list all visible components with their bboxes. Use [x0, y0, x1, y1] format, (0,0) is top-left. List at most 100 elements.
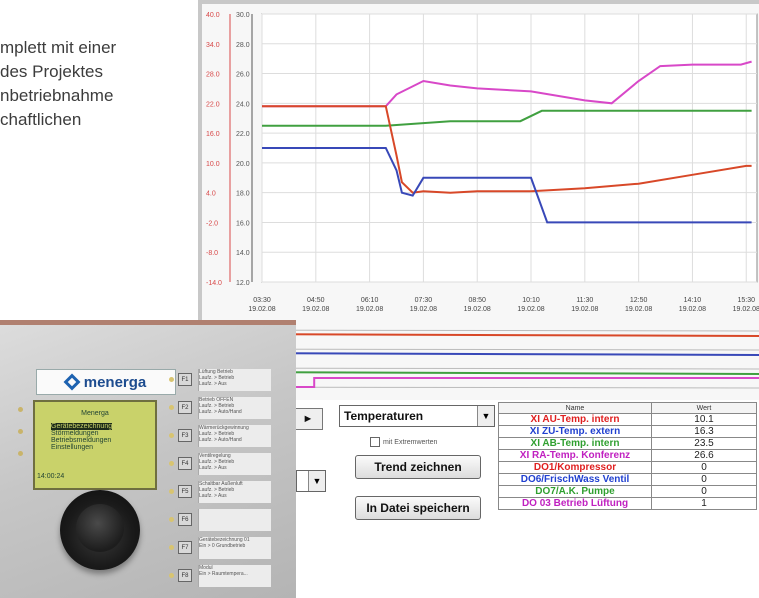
status-led [18, 429, 23, 434]
signal-value: 16.3 [651, 425, 757, 438]
function-key-label-line: Laufz. > Betrieb [199, 431, 235, 437]
function-key-label-line: Ventilregelung [199, 453, 231, 459]
signal-name: XI RA-Temp. Konferenz [498, 449, 652, 462]
y-tick-label-primary: -14.0 [206, 280, 222, 287]
chevron-down-icon[interactable]: ▼ [308, 471, 325, 491]
x-tick-date: 19.02.08 [302, 306, 329, 313]
function-key-f1[interactable]: F1 [178, 373, 192, 386]
x-tick-date: 19.02.08 [733, 306, 759, 313]
y-tick-label: 30.0 [236, 12, 250, 19]
table-row[interactable]: XI RA-Temp. Konferenz 26.6 [498, 449, 757, 462]
trend-group-select[interactable]: Temperaturen ▼ [339, 405, 495, 427]
article-text: mplett mit einer des Projektes nbetriebn… [0, 36, 195, 132]
table-row[interactable]: DO7/A.K. Pumpe 0 [498, 485, 757, 498]
function-key-label-line: Schaltbar Außenluft [199, 481, 243, 487]
chevron-down-icon[interactable]: ▼ [477, 406, 494, 426]
table-row[interactable]: DO1/Kompressor 0 [498, 461, 757, 474]
fkey-led [169, 489, 174, 494]
function-key-label-line: Laufz. > Betrieb [199, 375, 235, 381]
save-to-file-button[interactable]: In Datei speichern [355, 496, 481, 520]
table-row[interactable]: XI AB-Temp. intern 23.5 [498, 437, 757, 450]
function-key-f4[interactable]: F4 [178, 457, 192, 470]
function-key-f3[interactable]: F3 [178, 429, 192, 442]
function-key-label: Gerätebezeichnung 01 Ein > 0 Grundbetrieb [198, 537, 271, 559]
article-line: mplett mit einer [0, 38, 117, 57]
fkey-led [169, 405, 174, 410]
signal-value: 0 [651, 461, 757, 474]
table-header-value: Wert [651, 402, 757, 414]
signal-name: DO6/FrischWass Ventil [498, 473, 652, 486]
menerga-logo-icon [63, 373, 81, 391]
signal-name: XI ZU-Temp. extern [498, 425, 652, 438]
y-tick-label: 28.0 [236, 42, 250, 49]
y-tick-label-primary: 28.0 [206, 72, 220, 79]
table-header-name: Name [498, 402, 652, 414]
knob-cap[interactable] [76, 504, 124, 552]
x-tick-time: 07:30 [415, 297, 433, 304]
function-key-label-line: Laufz. > Auto/Hand [199, 437, 242, 443]
extreme-values-option[interactable]: mit Extremwerten [370, 437, 437, 447]
y-tick-label-primary: 4.0 [206, 191, 216, 198]
y-tick-label: 16.0 [236, 220, 250, 227]
y-tick-label: 24.0 [236, 101, 250, 108]
function-key-label: Ventilregelung Laufz. > Betrieb Laufz. > A… [198, 453, 271, 475]
series-line [262, 60, 752, 108]
lcd-display: Menerga Gerätebezeichnung Störmeldungen … [33, 400, 157, 490]
function-key-f7[interactable]: F7 [178, 541, 192, 554]
display-menu-item[interactable]: Betriebsmeldungen [51, 437, 112, 444]
function-key-label-line: Wärmerückgewinnung [199, 425, 249, 431]
display-menu-item[interactable]: Einstellungen [51, 444, 94, 451]
draw-trend-button[interactable]: Trend zeichnen [355, 455, 481, 479]
signal-name: XI AU-Temp. intern [498, 413, 652, 426]
y-tick-label-primary: 40.0 [206, 12, 220, 19]
table-row[interactable]: XI ZU-Temp. extern 16.3 [498, 425, 757, 438]
x-tick-date: 19.02.08 [410, 306, 437, 313]
table-row[interactable]: XI AU-Temp. intern 10.1 [498, 413, 757, 426]
trend-window: 30.0 40.0 28.0 34.0 26.0 28.0 24.0 22.0 22.0 16.0… [198, 0, 759, 598]
status-led [18, 451, 23, 456]
trend-chart[interactable]: 30.0 40.0 28.0 34.0 26.0 28.0 24.0 22.0 22.0 16.0… [202, 4, 759, 404]
display-menu-item[interactable]: Störmeldungen [51, 430, 99, 437]
function-key-f5[interactable]: F5 [178, 485, 192, 498]
extreme-values-label: mit Extremwerten [383, 438, 438, 446]
function-key-label-line: Laufz. > Auto/Hand [199, 409, 242, 415]
function-key-label-line: Gerätebezeichnung 01 [199, 537, 250, 543]
function-key-f8[interactable]: F8 [178, 569, 192, 582]
extreme-values-checkbox[interactable] [370, 437, 380, 447]
function-key-label: Schaltbar Außenluft Laufz. > Betrieb Laufz… [198, 481, 271, 503]
function-key-label-line: Lüftung Betrieb [199, 369, 233, 375]
series-line [262, 105, 752, 194]
x-tick-date: 19.02.08 [517, 306, 544, 313]
function-key-label-line: Modul [199, 565, 213, 571]
function-key-label: Modul Ein > Raumtempera... [198, 565, 271, 587]
signal-value: 10.1 [651, 413, 757, 426]
x-tick-date: 19.02.08 [625, 306, 652, 313]
x-tick-date: 19.02.08 [571, 306, 598, 313]
function-key-label-line: Laufz. > Aus [199, 381, 227, 387]
function-key-f6[interactable]: F6 [178, 513, 192, 526]
control-device: menerga Menerga Gerätebezeichnung Störme… [0, 320, 296, 598]
function-key-label: Lüftung Betrieb Laufz. > Betrieb Laufz. > … [198, 369, 271, 391]
value-table: Name Wert XI AU-Temp. intern 10.1 XI ZU-Te… [498, 402, 757, 510]
y-tick-label: 14.0 [236, 250, 250, 257]
article-line: nbetriebnahme [0, 86, 114, 105]
function-key-label-line: Laufz. > Aus [199, 493, 227, 499]
fkey-led [169, 433, 174, 438]
function-key-label-line: Betrieb OFFEN [199, 397, 234, 403]
y-tick-label: 22.0 [236, 131, 250, 138]
x-tick-time: 15:30 [737, 297, 755, 304]
rotary-knob[interactable] [60, 490, 140, 570]
function-key-label: Betrieb OFFEN Laufz. > Betrieb Laufz. > Au… [198, 397, 271, 419]
play-button[interactable]: ► [293, 408, 323, 430]
table-row[interactable]: DO6/FrischWass Ventil 0 [498, 473, 757, 486]
signal-value: 23.5 [651, 437, 757, 450]
x-tick-time: 12:50 [630, 297, 648, 304]
signal-value: 0 [651, 485, 757, 498]
secondary-select[interactable]: ▼ [296, 470, 326, 492]
y-tick-label-primary: 10.0 [206, 161, 220, 168]
x-tick-time: 03:30 [253, 297, 271, 304]
function-key-f2[interactable]: F2 [178, 401, 192, 414]
display-menu-item[interactable]: Gerätebezeichnung [51, 423, 113, 430]
x-tick-date: 19.02.08 [248, 306, 275, 313]
table-row[interactable]: DO 03 Betrieb Lüftung 1 [498, 497, 757, 510]
